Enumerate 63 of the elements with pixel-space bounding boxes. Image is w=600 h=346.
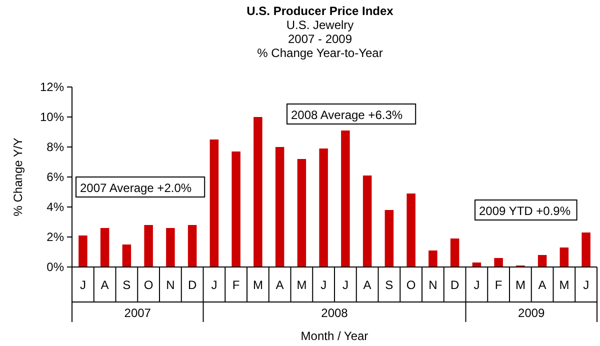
bar	[188, 225, 197, 267]
bar	[297, 159, 306, 267]
y-tick-label: 10%	[40, 110, 64, 124]
x-tick-label: S	[385, 278, 394, 292]
bar	[406, 194, 416, 267]
bar	[210, 140, 219, 267]
x-tick-label: J	[474, 278, 480, 292]
x-tick-label: J	[80, 278, 86, 292]
bar	[538, 255, 547, 267]
bar	[362, 176, 372, 267]
x-tick-label: M	[559, 278, 570, 292]
x-tick-label: J	[342, 278, 348, 292]
bar	[254, 117, 262, 267]
bar	[166, 228, 175, 267]
x-tick-label: A	[363, 278, 372, 292]
x-tick-label: F	[494, 278, 502, 292]
bar	[450, 238, 460, 267]
bar	[319, 148, 328, 267]
chart-subtitle: U.S. Jewelry 2007 - 2009 % Change Year-to-Year	[257, 18, 383, 60]
x-tick-label: A	[538, 278, 546, 292]
bar	[100, 228, 110, 267]
x-tick-label: F	[232, 278, 240, 292]
x-tick-label: O	[406, 278, 416, 292]
x-tick-label: D	[188, 278, 197, 292]
x-tick-label: A	[100, 278, 109, 292]
bar	[275, 147, 284, 267]
bar	[232, 152, 240, 267]
annotation: 2008 Average +6.3%	[291, 108, 403, 122]
y-tick-label: 2%	[46, 230, 64, 244]
x-tick-label: S	[122, 278, 131, 292]
x-tick-label: M	[515, 278, 526, 292]
bar	[384, 210, 394, 267]
x-tick-label: J	[320, 278, 327, 292]
y-tick-label: 12%	[40, 80, 64, 94]
text: 2009	[518, 306, 546, 320]
x-tick-label: N	[166, 278, 175, 292]
x-tick-label: J	[583, 278, 590, 292]
x-tick-label: M	[296, 278, 307, 292]
annotation: 2009 YTD +0.9%	[479, 204, 571, 218]
annotation: 2007 Average +2.0%	[80, 181, 192, 195]
y-axis-title: % Change Y/Y	[11, 138, 25, 216]
bar	[78, 236, 88, 267]
bar	[428, 250, 438, 267]
bar	[122, 244, 132, 267]
text: 2008	[321, 306, 348, 320]
y-tick-label: 6%	[46, 170, 64, 184]
bar	[144, 225, 153, 267]
x-tick-label: J	[211, 278, 218, 292]
x-tick-label: M	[252, 278, 263, 292]
y-tick-label: 4%	[46, 200, 64, 214]
x-tick-label: A	[276, 278, 284, 292]
y-tick-label: 8%	[46, 140, 64, 154]
x-tick-label: D	[450, 278, 460, 292]
bar	[582, 232, 590, 267]
y-tick-label: 0%	[46, 260, 64, 274]
x-tick-label: N	[428, 278, 438, 292]
bar	[341, 130, 350, 267]
x-axis-title: Month / Year	[300, 329, 368, 343]
bar	[560, 248, 569, 267]
text: 2007	[124, 306, 152, 320]
bar	[494, 258, 503, 267]
chart-title: U.S. Producer Price Index	[246, 4, 394, 18]
x-tick-label: O	[144, 278, 154, 292]
